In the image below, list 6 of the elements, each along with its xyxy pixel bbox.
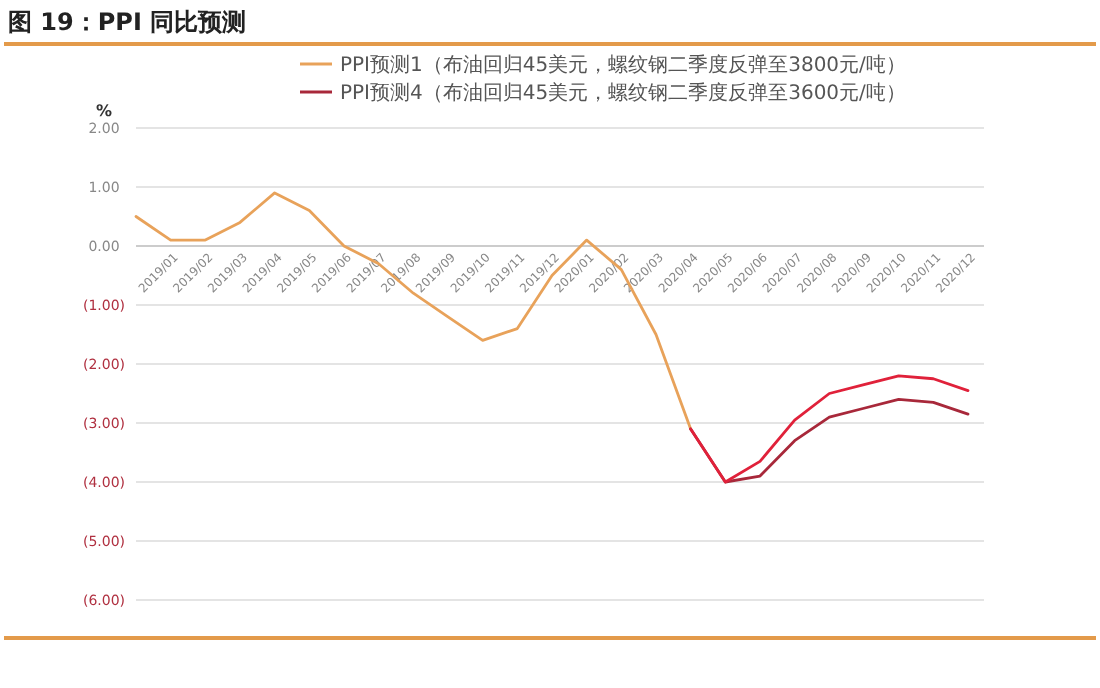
legend-label: PPI预测1（布油回归45美元，螺纹钢二季度反弹至3800元/吨）	[340, 53, 906, 77]
line-series	[689, 374, 970, 484]
legend-label: PPI预测4（布油回归45美元，螺纹钢二季度反弹至3600元/吨）	[340, 81, 906, 105]
chart-title: 图 19：PPI 同比预测	[8, 8, 247, 36]
y-axis-title: %	[95, 102, 113, 120]
line-series	[134, 191, 693, 431]
